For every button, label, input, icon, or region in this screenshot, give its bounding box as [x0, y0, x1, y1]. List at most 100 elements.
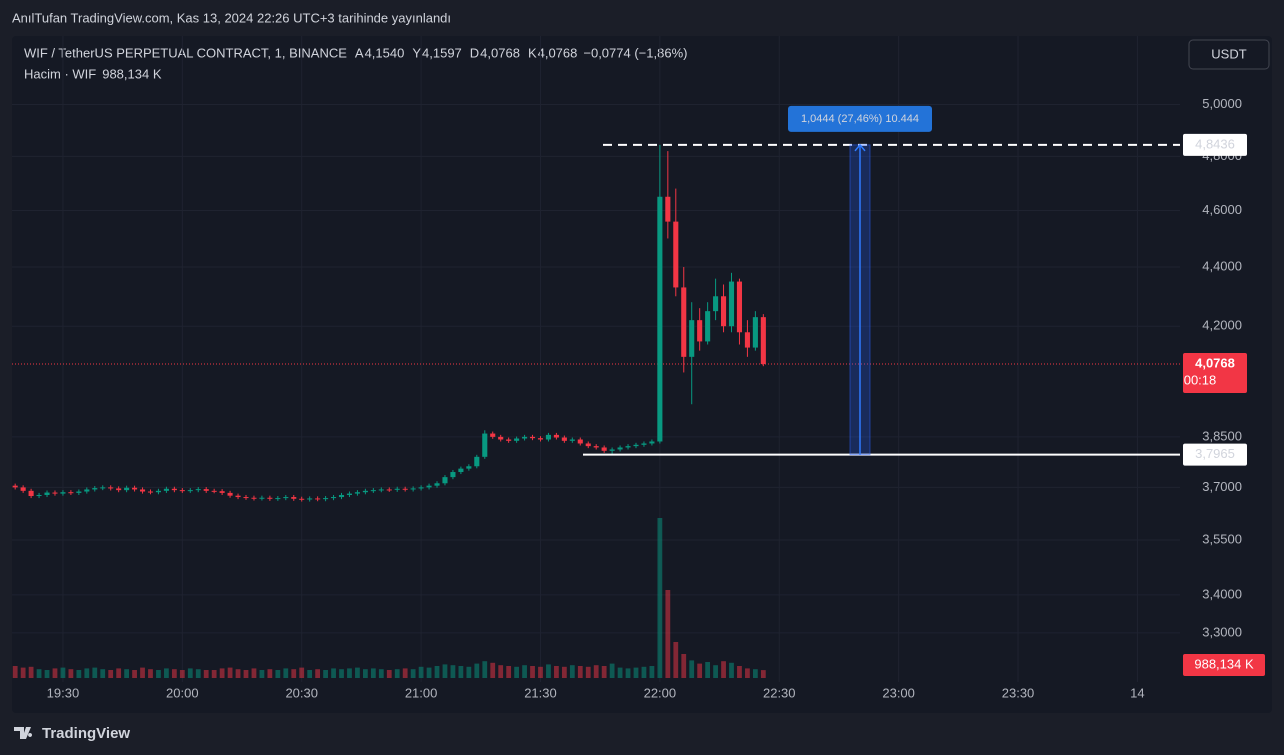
candle-body [187, 490, 193, 492]
candle-body [307, 498, 313, 500]
volume-bar [283, 668, 289, 678]
candle-body [569, 439, 575, 441]
volume-bar [331, 668, 336, 678]
candle-body [68, 492, 74, 494]
candle-body [736, 281, 743, 333]
candle-body [116, 488, 122, 491]
brand-name: TradingView [42, 725, 130, 742]
volume-bar [60, 667, 66, 678]
candle-body [553, 434, 559, 438]
candle-body [410, 488, 416, 490]
volume-bar [490, 662, 496, 678]
candle-body [171, 488, 177, 491]
candle-body [211, 490, 217, 492]
volume-bar [546, 664, 551, 678]
candle-body [514, 438, 520, 441]
price-tag: 4,8436 [1195, 136, 1235, 151]
candle-body [331, 497, 337, 499]
ohlc-value: 4,1540 [365, 45, 405, 60]
volume-bar [171, 669, 177, 678]
candle-body [744, 332, 750, 348]
volume-bar [729, 662, 734, 678]
candle-body [299, 498, 305, 500]
volume-bar [227, 667, 233, 678]
volume-bar [355, 667, 360, 678]
x-tick-label: 21:30 [524, 685, 557, 700]
volume-bar [291, 669, 297, 678]
legend: WIF / TetherUS PERPETUAL CONTRACT, 1, BI… [24, 45, 687, 81]
volume-bar [657, 518, 663, 678]
candle-body [28, 490, 34, 497]
candle-body [665, 196, 671, 222]
volume-bar [370, 668, 376, 678]
volume-bar [673, 642, 679, 678]
volume-bar [36, 669, 42, 678]
candle-body [697, 320, 703, 342]
volume-bar [745, 668, 750, 678]
volume-bar [124, 669, 129, 678]
candle-body [577, 439, 583, 444]
ohlc-value: 4,1597 [422, 45, 462, 60]
ohlc-value: 4,0768 [538, 45, 578, 60]
volume-bar [347, 668, 352, 678]
volume-bar [323, 670, 328, 678]
candle-body [44, 492, 50, 495]
volume-bar [92, 667, 98, 678]
volume-bar [12, 666, 18, 678]
candle-body [36, 494, 42, 497]
candle-body [720, 296, 727, 327]
volume-bar [561, 666, 567, 678]
volume-bar [474, 663, 480, 678]
volume-bar [482, 661, 488, 678]
volume-bar [195, 669, 201, 678]
volume-bar [28, 666, 34, 678]
candle-body [20, 487, 26, 491]
volume-bar [140, 667, 145, 678]
currency-button[interactable] [1188, 39, 1270, 70]
volume-bar [609, 663, 615, 678]
volume-bar [187, 668, 193, 678]
candle-body [338, 494, 345, 498]
volume-tag-box [1183, 654, 1265, 676]
volume-bar [450, 665, 456, 678]
volume-bar [498, 665, 504, 678]
candle-body [713, 296, 719, 312]
symbol: WIF / TetherUS PERPETUAL CONTRACT, 1, BI… [24, 45, 347, 60]
candle-body [418, 487, 424, 489]
volume-bar [554, 666, 559, 678]
y-tick-label: 3,7000 [1202, 479, 1242, 494]
volume-bar [665, 590, 671, 678]
volume-bar [267, 669, 273, 678]
volume-bar [585, 666, 591, 678]
volume-bar [203, 670, 209, 678]
y-tick-label: 3,4000 [1202, 586, 1242, 601]
candle-body [402, 488, 408, 490]
volume-bar [315, 669, 321, 678]
volume-bar [100, 669, 106, 678]
candle-body [394, 488, 400, 490]
volume-bar [362, 669, 368, 678]
volume-bar [52, 668, 58, 678]
volume-bar [625, 668, 631, 678]
x-tick-label: 23:00 [882, 685, 915, 700]
candle-body [458, 468, 464, 473]
y-tick-label: 5,0000 [1202, 96, 1242, 111]
candle-body [139, 489, 146, 492]
volume-bar [44, 670, 50, 678]
candle-body [84, 489, 90, 492]
volume-bar [760, 670, 766, 678]
candle-body [227, 492, 233, 496]
volume-bar [569, 665, 575, 678]
measure-label: 1,0444 (27,46%) 10.444 [801, 113, 919, 125]
volume-bar [538, 666, 543, 678]
candle-body [362, 490, 368, 493]
candle-body [609, 449, 615, 451]
currency-label[interactable]: USDT [1211, 46, 1246, 61]
candle-body [163, 488, 169, 491]
candle-body [474, 456, 480, 467]
candle-body [283, 497, 289, 499]
x-tick-label: 14 [1130, 685, 1144, 700]
volume-bar [394, 669, 400, 678]
volume-bar [418, 666, 424, 678]
